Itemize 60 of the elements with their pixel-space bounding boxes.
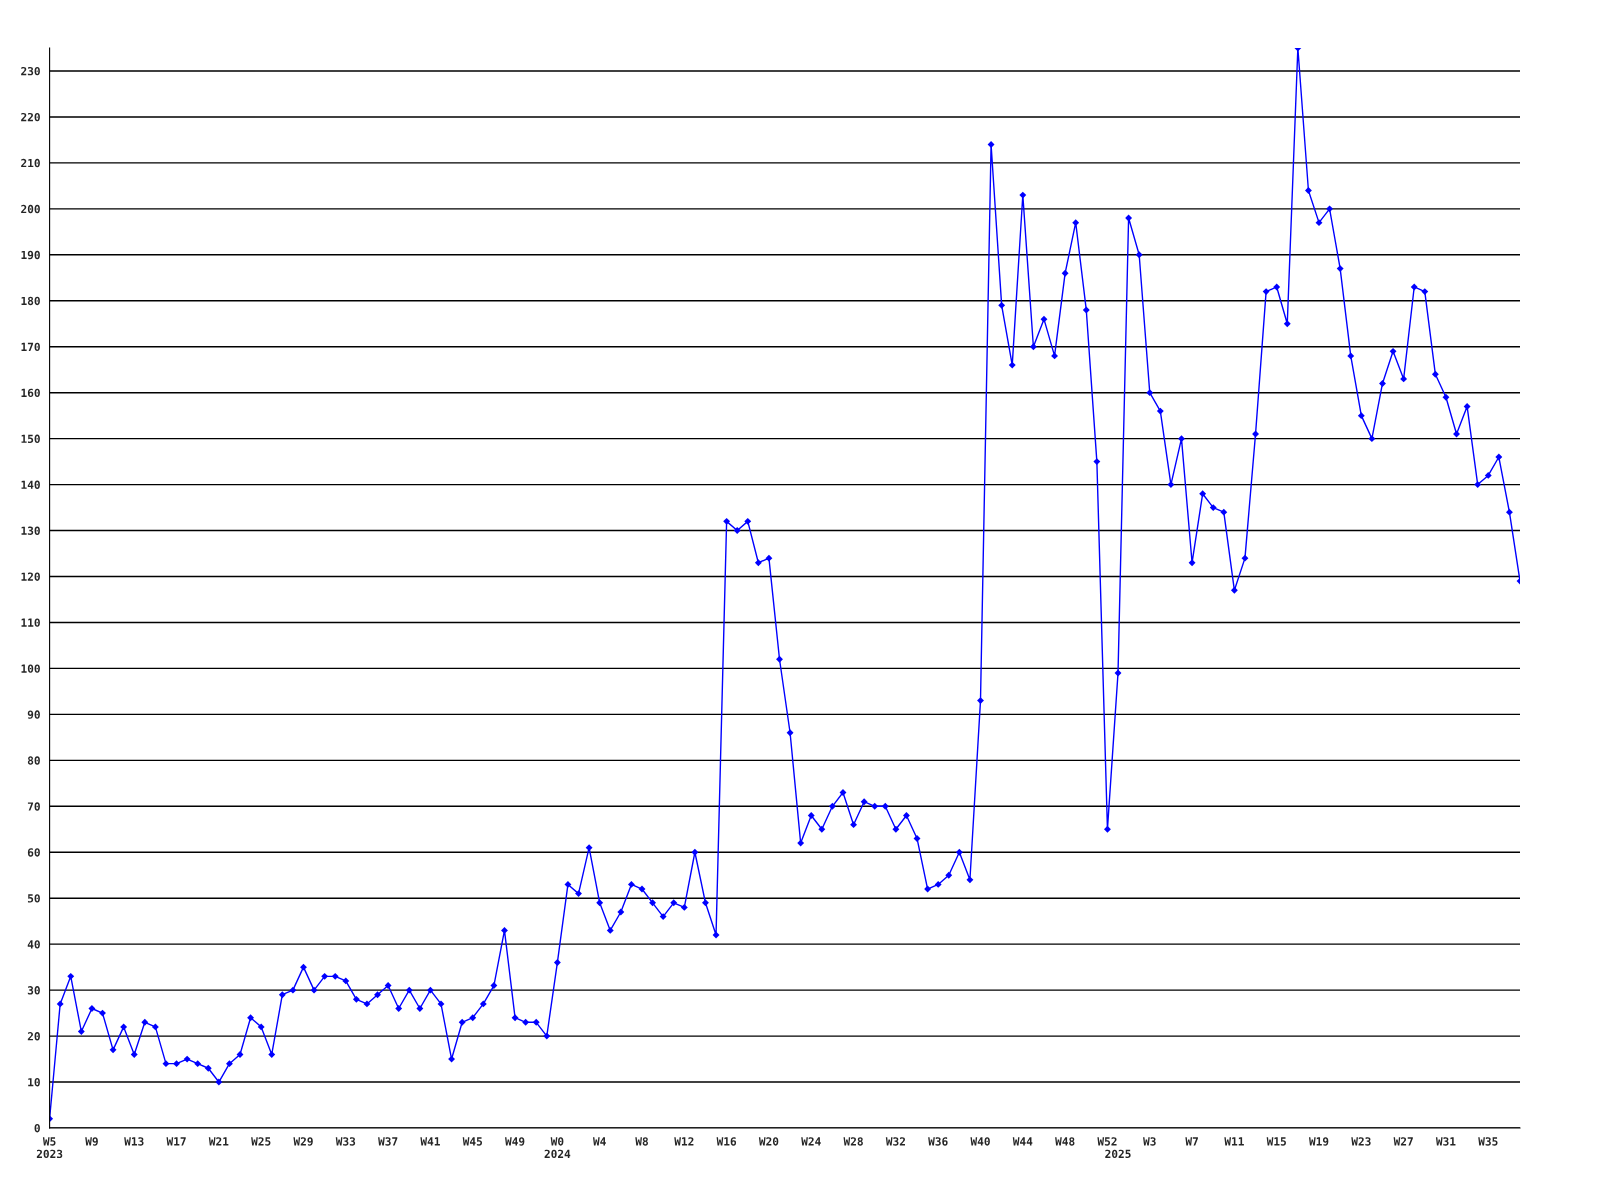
x-tick-label: W9: [85, 1137, 98, 1146]
x-tick-label: W25: [251, 1137, 271, 1146]
y-tick-label: 210: [21, 158, 40, 168]
x-tick-label: W4: [592, 1137, 606, 1146]
y-tick-label: 110: [21, 618, 40, 627]
y-tick-label: 160: [21, 388, 40, 398]
x-tick-label: W45: [462, 1137, 483, 1146]
x-tick-label: W12: [674, 1137, 694, 1146]
y-tick-label: 20: [27, 1032, 40, 1041]
x-tick-label: W41: [420, 1137, 440, 1146]
x-tick-label: W3: [1143, 1137, 1156, 1146]
x-tick-label: W19: [1308, 1137, 1329, 1146]
y-tick-label: 230: [21, 66, 40, 76]
x-tick-label: W15: [1266, 1137, 1286, 1146]
x-tick-label: W32: [885, 1137, 905, 1146]
x-tick-label: W20: [758, 1137, 779, 1146]
y-tick-label: 10: [28, 1078, 40, 1087]
x-tick-label: W52: [1097, 1137, 1117, 1146]
y-tick-label: 30: [27, 986, 40, 995]
x-tick-label: W8: [635, 1137, 648, 1146]
y-tick-label: 140: [21, 480, 40, 489]
y-tick-label: 190: [21, 250, 40, 260]
x-tick-label: W37: [378, 1137, 398, 1146]
y-tick-label: 130: [21, 526, 40, 535]
y-tick-label: 80: [27, 756, 40, 765]
x-tick-label: W11: [1224, 1137, 1244, 1146]
x-tick-label: W5 2023: [36, 1137, 63, 1159]
y-tick-label: 60: [27, 848, 40, 857]
x-tick-label: 2025: [1105, 1149, 1131, 1159]
x-tick-label: W16: [716, 1137, 737, 1146]
y-tick-label: 0: [34, 1123, 40, 1133]
x-tick-label: W48: [1055, 1137, 1075, 1146]
x-tick-label: W21: [208, 1137, 229, 1146]
x-tick-label: W24: [801, 1137, 821, 1146]
y-tick-label: 120: [21, 572, 40, 581]
y-tick-label: 180: [21, 296, 40, 306]
y-tick-label: 70: [27, 802, 40, 811]
x-tick-label: W40: [970, 1137, 990, 1146]
y-tick-label: 220: [21, 112, 40, 122]
x-tick-label: W33: [335, 1137, 356, 1146]
y-tick-label: 150: [21, 434, 40, 444]
y-tick-label: 200: [21, 204, 40, 214]
y-tick-label: 90: [27, 710, 40, 719]
x-tick-label: W23: [1351, 1137, 1371, 1146]
x-tick-label: W35: [1478, 1137, 1498, 1146]
y-tick-label: 170: [21, 342, 40, 352]
x-tick-label: W13: [124, 1137, 144, 1146]
x-tick-label: W29: [293, 1137, 313, 1146]
y-tick-label: 50: [27, 894, 40, 903]
x-tick-label: W44: [1012, 1137, 1033, 1146]
x-tick-label: W7: [1185, 1137, 1198, 1146]
x-tick-label: W36: [928, 1137, 948, 1146]
x-tick-label: W28: [843, 1137, 863, 1146]
x-tick-label: W27: [1393, 1137, 1413, 1146]
x-tick-label: W49: [505, 1137, 525, 1146]
x-tick-label: W31: [1435, 1137, 1456, 1146]
x-tick-label: W17: [166, 1137, 186, 1146]
y-tick-label: 40: [27, 940, 40, 949]
x-tick-label: W0 2024: [544, 1137, 571, 1159]
y-tick-label: 100: [21, 664, 40, 673]
